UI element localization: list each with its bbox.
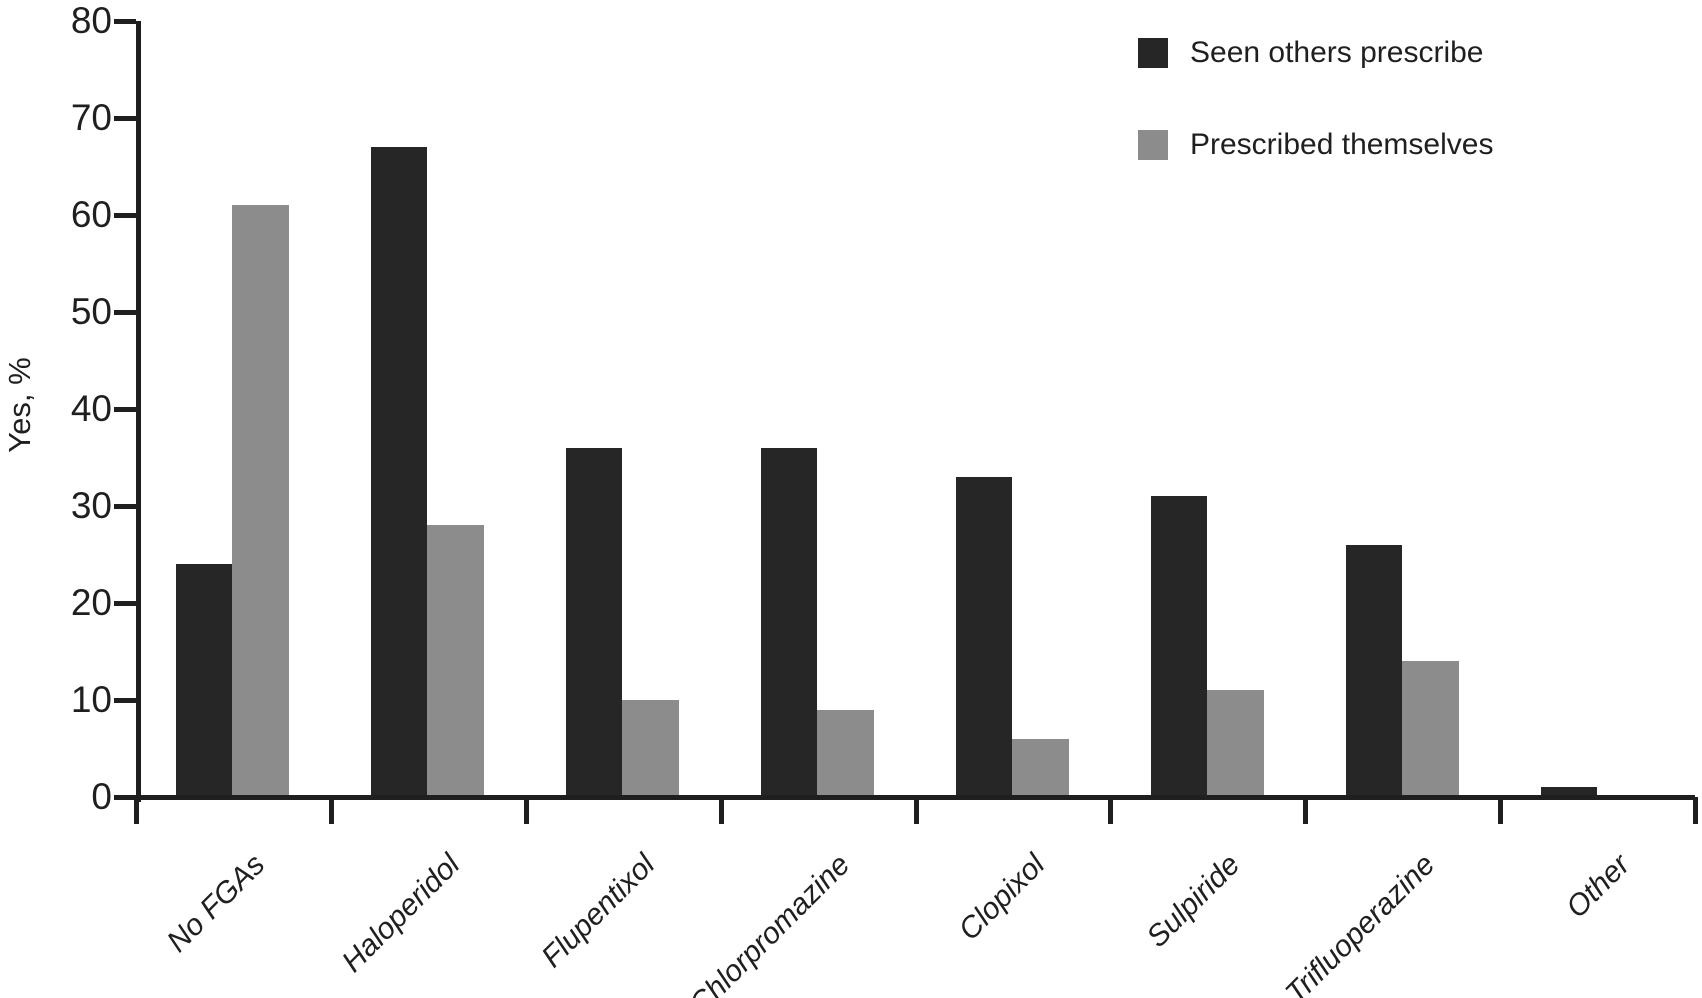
bar-seen-others-prescribe-trifluoperazine	[1345, 544, 1402, 797]
y-tick-label: 50	[70, 291, 112, 332]
y-tick	[114, 19, 136, 24]
bar-prescribed-themselves-no-fgas	[232, 205, 290, 797]
y-tick	[114, 504, 136, 509]
x-tick	[134, 797, 139, 824]
x-tick	[913, 797, 919, 824]
x-tick	[523, 797, 529, 824]
x-tick-label-no-fgas: No FGAs	[161, 848, 272, 959]
bar-prescribed-themselves-trifluoperazine	[1401, 661, 1459, 797]
bar-seen-others-prescribe-clopixol	[955, 476, 1012, 797]
x-tick	[1498, 797, 1504, 824]
y-tick-label: 60	[70, 194, 112, 235]
x-axis-line	[136, 795, 1695, 800]
y-tick	[114, 795, 136, 800]
bar-prescribed-themselves-chlorpromazine	[817, 709, 875, 797]
y-tick	[114, 698, 136, 703]
x-tick	[718, 797, 724, 824]
bar-seen-others-prescribe-flupentixol	[566, 447, 623, 797]
y-tick-label: 80	[70, 0, 112, 41]
legend-swatch-seen-others-prescribe	[1138, 38, 1168, 68]
y-tick-label: 10	[70, 679, 112, 720]
x-tick	[328, 797, 334, 824]
y-tick-label: 0	[91, 776, 112, 817]
y-tick	[114, 407, 136, 412]
legend-swatch-prescribed-themselves	[1138, 130, 1168, 160]
bar-prescribed-themselves-clopixol	[1011, 738, 1069, 797]
y-tick	[114, 310, 136, 315]
bar-prescribed-themselves-sulpiride	[1206, 690, 1264, 797]
x-tick	[1693, 797, 1698, 824]
legend-label-seen-others-prescribe: Seen others prescribe	[1190, 36, 1484, 69]
bar-seen-others-prescribe-sulpiride	[1150, 496, 1207, 797]
y-tick	[114, 601, 136, 606]
bar-prescribed-themselves-flupentixol	[622, 700, 680, 797]
bar-seen-others-prescribe-no-fgas	[176, 564, 233, 797]
y-tick	[114, 213, 136, 218]
legend-item-prescribed-themselves: Prescribed themselves	[1138, 128, 1493, 162]
y-tick-label: 20	[70, 582, 112, 623]
y-axis-line	[136, 21, 141, 802]
x-tick	[1303, 797, 1309, 824]
bar-prescribed-themselves-haloperidol	[427, 525, 485, 797]
y-tick-label: 30	[70, 485, 112, 526]
x-tick	[1108, 797, 1114, 824]
y-tick-label: 70	[70, 97, 112, 138]
bar-seen-others-prescribe-haloperidol	[371, 147, 428, 797]
y-tick	[114, 116, 136, 121]
bar-seen-others-prescribe-other	[1540, 787, 1597, 797]
legend-item-seen-others-prescribe: Seen others prescribe	[1138, 36, 1484, 70]
y-tick-label: 40	[70, 388, 112, 429]
bar-seen-others-prescribe-chlorpromazine	[761, 447, 818, 797]
legend-label-prescribed-themselves: Prescribed themselves	[1190, 128, 1494, 161]
